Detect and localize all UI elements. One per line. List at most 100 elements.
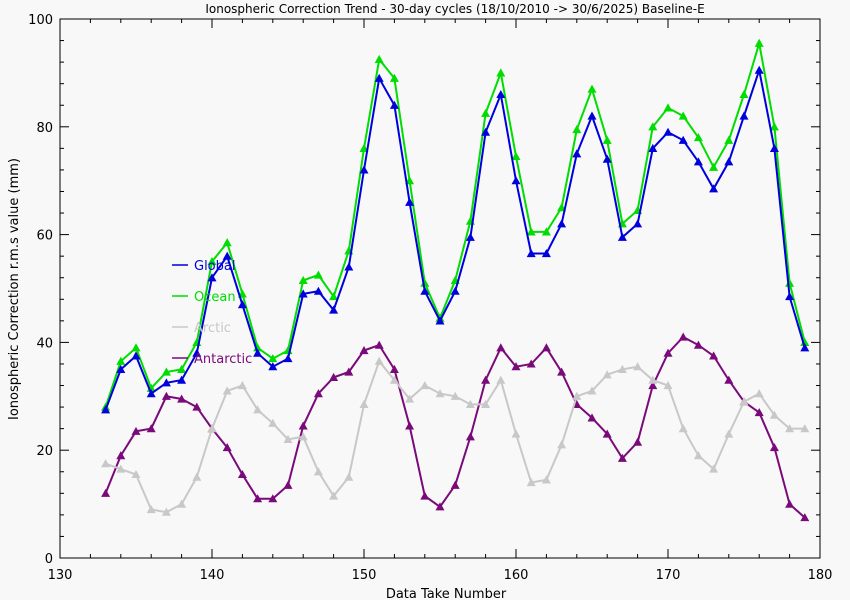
- data-point-antarctic: [724, 375, 734, 384]
- data-point-arctic: [146, 504, 156, 514]
- legend-label-global: Global: [194, 259, 235, 274]
- legend: Global Ocean Arctic Antarctic: [172, 259, 252, 367]
- data-point-arctic: [237, 381, 247, 390]
- data-point-global: [298, 289, 308, 298]
- data-point-global: [389, 100, 399, 109]
- data-point-antarctic: [678, 332, 688, 341]
- data-point-antarctic: [237, 469, 247, 479]
- data-point-antarctic: [648, 381, 658, 390]
- series-layer: [101, 38, 810, 522]
- data-point-antarctic: [709, 351, 719, 360]
- data-point-arctic: [161, 507, 171, 516]
- data-point-antarctic: [663, 348, 673, 357]
- data-point-antarctic: [617, 453, 627, 462]
- data-point-global: [602, 154, 612, 163]
- data-point-arctic: [192, 472, 202, 481]
- x-tick-label: 130: [48, 568, 73, 583]
- y-tick-label: 100: [28, 13, 53, 28]
- series-antarctic: [101, 332, 810, 522]
- data-point-antarctic: [511, 362, 521, 371]
- data-point-ocean: [298, 275, 308, 285]
- data-point-arctic: [177, 499, 187, 508]
- data-point-antarctic: [754, 407, 764, 417]
- data-point-ocean: [511, 151, 521, 161]
- data-point-antarctic: [283, 480, 293, 489]
- data-point-antarctic: [481, 375, 491, 384]
- data-point-global: [374, 73, 384, 82]
- data-point-ocean: [800, 337, 810, 346]
- data-point-global: [648, 143, 658, 152]
- data-point-arctic: [481, 399, 491, 408]
- data-point-arctic: [511, 429, 521, 438]
- data-point-ocean: [253, 343, 263, 352]
- data-point-global: [207, 273, 217, 282]
- data-point-ocean: [785, 278, 795, 287]
- data-point-global: [435, 316, 445, 325]
- data-point-arctic: [389, 375, 399, 384]
- data-point-ocean: [207, 257, 217, 266]
- y-axis-label: Ionospheric Correction r.m.s value (mm): [7, 158, 22, 420]
- data-point-global: [678, 135, 688, 144]
- data-point-global: [526, 248, 536, 258]
- data-point-antarctic: [101, 488, 111, 497]
- data-point-ocean: [769, 122, 779, 131]
- data-point-arctic: [283, 434, 293, 444]
- series-line-arctic: [105, 359, 805, 514]
- data-point-global: [633, 219, 643, 228]
- data-point-arctic: [633, 362, 643, 371]
- legend-label-ocean: Ocean: [194, 290, 236, 305]
- data-point-global: [587, 111, 597, 120]
- data-point-arctic: [496, 375, 506, 384]
- data-point-antarctic: [116, 451, 126, 460]
- data-point-ocean: [663, 103, 673, 112]
- data-point-global: [420, 286, 430, 295]
- data-point-antarctic: [268, 494, 278, 503]
- data-point-global: [344, 262, 354, 271]
- data-point-global: [511, 176, 521, 185]
- data-point-global: [253, 348, 263, 357]
- data-point-arctic: [678, 424, 688, 433]
- data-point-antarctic: [496, 343, 506, 352]
- data-point-arctic: [359, 399, 369, 408]
- data-point-antarctic: [465, 432, 475, 441]
- data-point-antarctic: [450, 480, 460, 489]
- data-point-global: [146, 389, 156, 398]
- data-point-global: [785, 292, 795, 301]
- data-point-global: [283, 354, 293, 363]
- data-point-ocean: [724, 135, 734, 144]
- data-point-antarctic: [161, 391, 171, 400]
- y-tick-label: 20: [36, 444, 53, 459]
- data-point-global: [724, 157, 734, 166]
- data-point-ocean: [526, 227, 536, 236]
- data-point-global: [177, 375, 187, 384]
- data-point-arctic: [709, 464, 719, 473]
- x-axis-label: Data Take Number: [386, 587, 507, 600]
- data-point-arctic: [268, 418, 278, 427]
- data-point-antarctic: [146, 424, 156, 433]
- x-tick-label: 160: [504, 568, 529, 583]
- data-point-antarctic: [800, 513, 810, 522]
- data-point-arctic: [465, 399, 475, 408]
- data-point-antarctic: [192, 402, 202, 411]
- data-point-global: [131, 351, 141, 360]
- x-tick-label: 180: [808, 568, 833, 583]
- data-point-arctic: [374, 356, 384, 365]
- data-point-antarctic: [557, 367, 567, 376]
- data-point-antarctic: [693, 340, 703, 349]
- data-point-arctic: [648, 375, 658, 384]
- data-point-ocean: [678, 111, 688, 120]
- x-tick-label: 150: [352, 568, 377, 583]
- data-point-ocean: [693, 133, 703, 142]
- data-point-global: [101, 405, 111, 414]
- axes: 130 140 150 160 170 180 0 20 40 60 80 100: [28, 13, 832, 583]
- data-point-global: [465, 232, 475, 241]
- data-point-global: [739, 111, 749, 120]
- data-point-antarctic: [131, 426, 141, 435]
- data-point-ocean: [709, 162, 719, 171]
- data-point-antarctic: [253, 494, 263, 503]
- data-point-arctic: [754, 389, 764, 398]
- data-point-antarctic: [405, 421, 415, 430]
- series-global: [101, 65, 810, 414]
- data-point-antarctic: [602, 429, 612, 438]
- data-point-antarctic: [633, 437, 643, 446]
